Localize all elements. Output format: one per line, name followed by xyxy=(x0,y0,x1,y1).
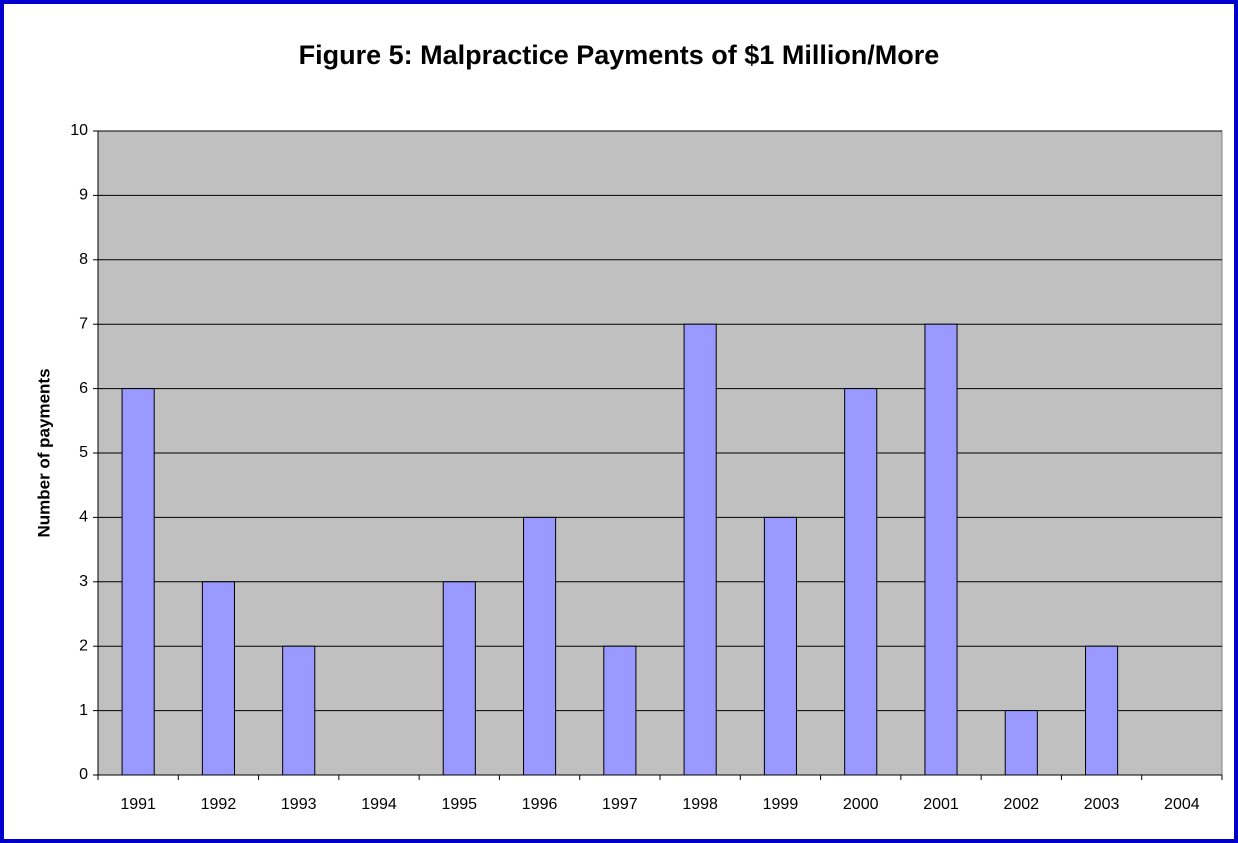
bar xyxy=(201,581,235,776)
x-tick-label: 1991 xyxy=(120,796,156,813)
x-tick-label: 2000 xyxy=(843,796,879,813)
bar xyxy=(442,581,476,776)
y-tick-label: 9 xyxy=(79,187,88,204)
bar xyxy=(844,388,878,776)
bar xyxy=(763,516,797,776)
x-tick-label: 1993 xyxy=(281,796,317,813)
x-tick-label: 1995 xyxy=(441,796,477,813)
bar xyxy=(924,323,958,776)
bar xyxy=(1004,710,1038,776)
x-tick-label: 1997 xyxy=(602,796,638,813)
y-tick-label: 0 xyxy=(79,766,88,783)
x-tick-label: 2002 xyxy=(1003,796,1039,813)
x-tick-label: 1994 xyxy=(361,796,397,813)
x-tick-label: 2004 xyxy=(1164,796,1200,813)
bar xyxy=(1085,645,1119,776)
y-tick-label: 6 xyxy=(79,380,88,397)
y-tick-label: 5 xyxy=(79,444,88,461)
bar xyxy=(523,516,557,776)
x-tick-label: 2003 xyxy=(1084,796,1120,813)
bar xyxy=(683,323,717,776)
x-tick-label: 1999 xyxy=(763,796,799,813)
bar xyxy=(121,388,155,776)
x-tick-label: 1992 xyxy=(201,796,237,813)
y-axis-label: Number of payments xyxy=(34,368,53,537)
bar xyxy=(603,645,637,776)
x-tick-label: 1996 xyxy=(522,796,558,813)
x-tick-label: 1998 xyxy=(682,796,718,813)
y-tick-label: 7 xyxy=(79,315,88,332)
y-tick-label: 2 xyxy=(79,637,88,654)
y-tick-label: 1 xyxy=(79,702,88,719)
y-tick-label: 4 xyxy=(79,509,88,526)
x-tick-label: 2001 xyxy=(923,796,959,813)
bar xyxy=(282,645,316,776)
y-tick-label: 3 xyxy=(79,573,88,590)
y-tick-label: 8 xyxy=(79,251,88,268)
y-tick-label: 10 xyxy=(70,122,88,139)
chart-title: Figure 5: Malpractice Payments of $1 Mil… xyxy=(299,40,940,70)
